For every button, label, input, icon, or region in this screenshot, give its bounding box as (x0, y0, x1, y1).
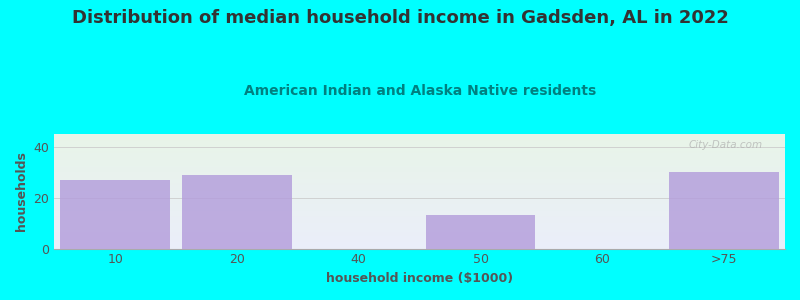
Bar (60, 180, 170, 249)
Text: City-Data.com: City-Data.com (689, 140, 763, 150)
Y-axis label: households: households (15, 151, 28, 231)
Text: Distribution of median household income in Gadsden, AL in 2022: Distribution of median household income … (71, 9, 729, 27)
Bar (182, 175, 292, 249)
Bar (670, 172, 779, 249)
Bar (426, 215, 535, 249)
X-axis label: household income ($1000): household income ($1000) (326, 272, 514, 285)
Title: American Indian and Alaska Native residents: American Indian and Alaska Native reside… (243, 84, 596, 98)
